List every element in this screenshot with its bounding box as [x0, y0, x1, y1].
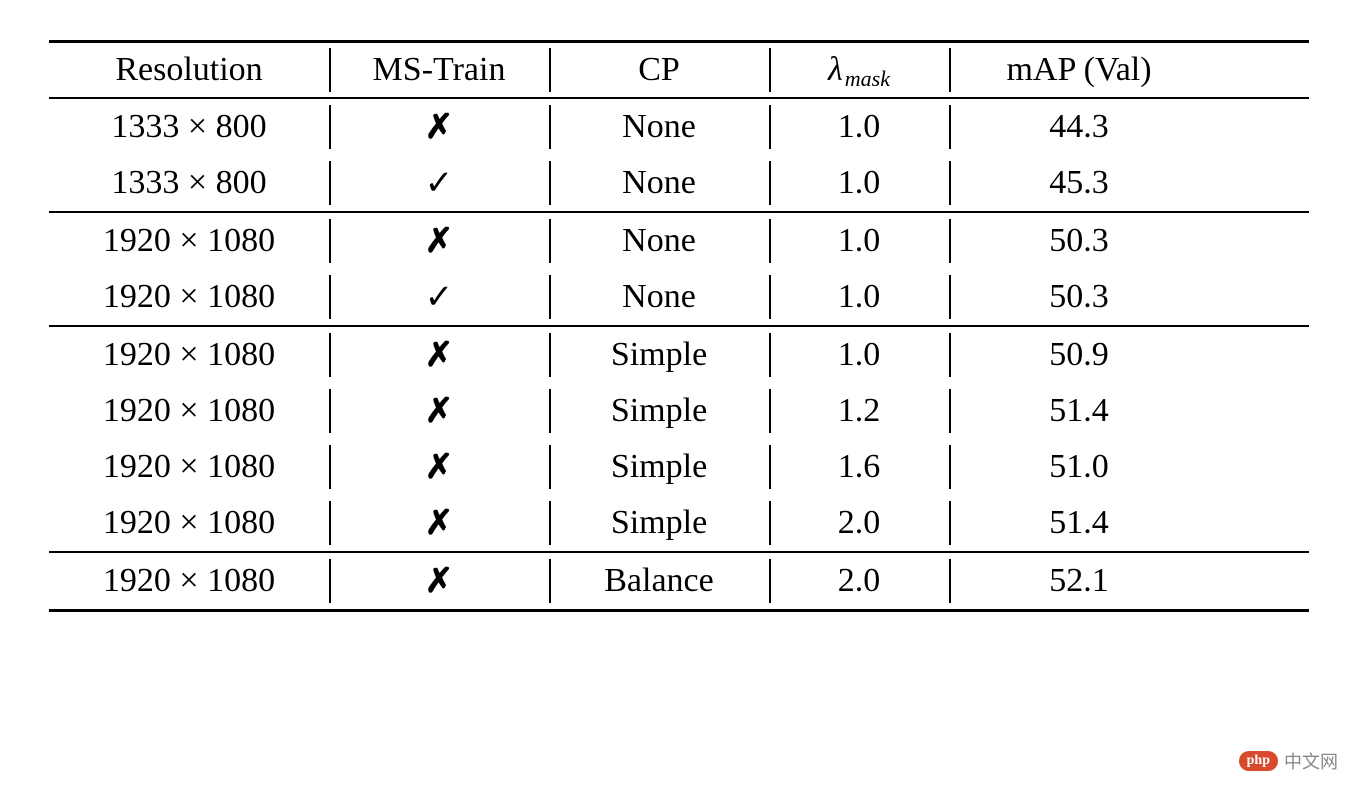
cell-cp: None — [549, 213, 769, 269]
cell-lambda: 1.0 — [769, 269, 949, 325]
cell-map: 52.1 — [949, 553, 1209, 609]
check-icon: ✓ — [425, 277, 454, 317]
cell-resolution: 1920 × 1080 — [49, 439, 329, 495]
cell-cp: None — [549, 99, 769, 155]
cell-cp: Simple — [549, 327, 769, 383]
cell-lambda: 1.0 — [769, 99, 949, 155]
cell-mstrain: ✗ — [329, 213, 549, 269]
cell-mstrain: ✗ — [329, 327, 549, 383]
cell-map: 44.3 — [949, 99, 1209, 155]
cross-icon: ✗ — [425, 503, 454, 543]
cell-resolution: 1920 × 1080 — [49, 213, 329, 269]
header-lambda: λmask — [769, 43, 949, 97]
table-row: 1920 × 1080 ✗ Balance2.052.1 — [49, 553, 1309, 609]
cell-resolution: 1920 × 1080 — [49, 327, 329, 383]
cell-mstrain: ✓ — [329, 155, 549, 211]
cell-mstrain: ✗ — [329, 99, 549, 155]
table-row: 1920 × 1080 ✓ None1.050.3 — [49, 269, 1309, 325]
table-row: 1920 × 1080 ✗ Simple1.050.9 — [49, 327, 1309, 383]
group-rule — [49, 609, 1309, 612]
cell-lambda: 1.2 — [769, 383, 949, 439]
table-row: 1920 × 1080 ✗ Simple1.251.4 — [49, 383, 1309, 439]
header-map: mAP (Val) — [949, 43, 1209, 97]
watermark: php 中文网 — [1239, 748, 1338, 774]
table-row: 1920 × 1080 ✗ Simple2.051.4 — [49, 495, 1309, 551]
cell-map: 51.4 — [949, 495, 1209, 551]
watermark-text: 中文网 — [1284, 748, 1338, 774]
cross-icon: ✗ — [425, 335, 454, 375]
cross-icon: ✗ — [425, 107, 454, 147]
cell-mstrain: ✓ — [329, 269, 549, 325]
cell-cp: Simple — [549, 439, 769, 495]
cell-lambda: 2.0 — [769, 553, 949, 609]
table-row: 1333 × 800 ✗ None1.044.3 — [49, 99, 1309, 155]
cross-icon: ✗ — [425, 221, 454, 261]
cell-map: 50.3 — [949, 269, 1209, 325]
cell-resolution: 1920 × 1080 — [49, 553, 329, 609]
cell-cp: None — [549, 269, 769, 325]
cross-icon: ✗ — [425, 561, 454, 601]
cell-mstrain: ✗ — [329, 383, 549, 439]
cell-mstrain: ✗ — [329, 495, 549, 551]
cell-resolution: 1920 × 1080 — [49, 383, 329, 439]
cell-map: 51.0 — [949, 439, 1209, 495]
cell-resolution: 1333 × 800 — [49, 99, 329, 155]
cell-map: 50.3 — [949, 213, 1209, 269]
cell-map: 50.9 — [949, 327, 1209, 383]
cell-cp: None — [549, 155, 769, 211]
header-mstrain: MS-Train — [329, 43, 549, 97]
cell-mstrain: ✗ — [329, 439, 549, 495]
cross-icon: ✗ — [425, 391, 454, 431]
cell-resolution: 1920 × 1080 — [49, 269, 329, 325]
header-resolution: Resolution — [49, 43, 329, 97]
cell-map: 45.3 — [949, 155, 1209, 211]
cell-mstrain: ✗ — [329, 553, 549, 609]
cell-cp: Simple — [549, 383, 769, 439]
table-row: 1920 × 1080 ✗ Simple1.651.0 — [49, 439, 1309, 495]
cell-lambda: 2.0 — [769, 495, 949, 551]
table-body: 1333 × 800✗None1.044.31333 × 800✓None1.0… — [49, 99, 1309, 612]
check-icon: ✓ — [425, 163, 454, 203]
cross-icon: ✗ — [425, 447, 454, 487]
cell-cp: Balance — [549, 553, 769, 609]
table-row: 1333 × 800 ✓ None1.045.3 — [49, 155, 1309, 211]
cell-cp: Simple — [549, 495, 769, 551]
lambda-symbol: λ — [828, 51, 843, 89]
results-table: Resolution MS-Train CP λmask mAP (Val) 1… — [49, 40, 1309, 612]
lambda-subscript: mask — [845, 66, 890, 92]
cell-resolution: 1920 × 1080 — [49, 495, 329, 551]
cell-resolution: 1333 × 800 — [49, 155, 329, 211]
table-row: 1920 × 1080 ✗ None1.050.3 — [49, 213, 1309, 269]
cell-lambda: 1.0 — [769, 327, 949, 383]
cell-map: 51.4 — [949, 383, 1209, 439]
cell-lambda: 1.0 — [769, 213, 949, 269]
watermark-badge: php — [1239, 751, 1278, 771]
header-row: Resolution MS-Train CP λmask mAP (Val) — [49, 43, 1309, 97]
cell-lambda: 1.6 — [769, 439, 949, 495]
header-cp: CP — [549, 43, 769, 97]
cell-lambda: 1.0 — [769, 155, 949, 211]
